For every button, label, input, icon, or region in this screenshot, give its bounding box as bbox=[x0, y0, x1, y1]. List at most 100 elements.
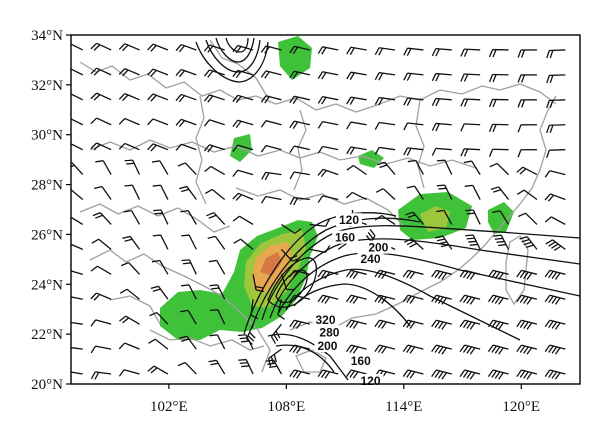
wind-barb-shaft bbox=[407, 147, 424, 151]
wind-barb-flag bbox=[469, 243, 478, 246]
contour-north-1 bbox=[195, 41, 269, 83]
wind-barb-shaft bbox=[265, 120, 282, 126]
wind-barb-shaft bbox=[152, 68, 169, 76]
wind-barb-flag bbox=[317, 269, 324, 278]
wind-barb-flag bbox=[548, 320, 554, 328]
wind-barb-shaft bbox=[216, 260, 226, 275]
contour-main-2 bbox=[269, 238, 580, 319]
wind-barb-flag bbox=[494, 237, 503, 240]
wind-barb-flag bbox=[466, 212, 475, 215]
wind-barb-flag bbox=[123, 209, 132, 213]
wind-barb-shaft bbox=[549, 369, 566, 375]
wind-barb-flag bbox=[403, 47, 409, 56]
wind-barb-flag bbox=[235, 95, 242, 104]
wind-barb-flag bbox=[491, 270, 497, 279]
wind-barb-flag bbox=[491, 345, 497, 353]
wind-barb-flag bbox=[207, 95, 214, 103]
wind-barb-flag bbox=[545, 239, 553, 245]
wind-barb-flag bbox=[289, 319, 295, 328]
wind-barb-flag bbox=[95, 160, 104, 163]
contour-label-bg bbox=[365, 240, 392, 254]
wind-barb-shaft bbox=[188, 284, 197, 300]
wind-barb-shaft bbox=[160, 184, 169, 200]
wind-barb-flag bbox=[521, 99, 526, 108]
wind-barb-flag bbox=[377, 345, 384, 353]
wind-barb-shaft bbox=[379, 47, 396, 51]
coastline-south bbox=[289, 95, 557, 331]
wind-barb-flag bbox=[374, 97, 380, 105]
wind-barb-flag bbox=[293, 197, 299, 206]
wind-barb-flag bbox=[124, 184, 133, 187]
wind-barb-flag bbox=[317, 96, 324, 104]
wind-barb-flag bbox=[374, 269, 381, 278]
wind-barb-flag bbox=[273, 333, 279, 342]
wind-barb-shaft bbox=[382, 188, 396, 201]
wind-barb-flag bbox=[247, 335, 255, 342]
wind-barb-flag bbox=[90, 117, 98, 125]
wind-barb-flag bbox=[203, 44, 210, 52]
wind-barb-flag bbox=[122, 317, 130, 324]
wind-barb-shaft bbox=[181, 68, 197, 76]
wind-barb-flag bbox=[232, 169, 239, 177]
wind-barb-flag bbox=[548, 345, 554, 353]
wind-barb-flag bbox=[90, 42, 98, 50]
wind-barb-flag bbox=[491, 295, 497, 304]
wind-barb-flag bbox=[122, 69, 129, 77]
border-mid-5 bbox=[235, 187, 405, 227]
wind-barb-flag bbox=[462, 270, 469, 279]
wind-barb-shaft bbox=[160, 209, 169, 225]
wind-barb-flag bbox=[177, 361, 186, 367]
wind-barb-flag bbox=[346, 164, 354, 171]
wind-barb-shaft bbox=[549, 269, 566, 275]
wind-barb-shaft bbox=[464, 98, 481, 101]
wind-barb-flag bbox=[459, 269, 466, 278]
wind-barb-flag bbox=[269, 365, 278, 369]
contour-label-bg bbox=[316, 325, 343, 339]
wind-barb-shaft bbox=[407, 72, 424, 76]
wind-barb-flag bbox=[406, 345, 412, 353]
wind-barb-shaft bbox=[407, 294, 424, 300]
wind-barb-shaft bbox=[293, 196, 310, 201]
wind-barb-flag bbox=[93, 94, 101, 101]
wind-barb-flag bbox=[325, 218, 330, 227]
y-tick-label: 24°N bbox=[31, 277, 63, 293]
wind-barb-flag bbox=[547, 194, 555, 202]
wind-barb-flag bbox=[517, 99, 522, 108]
wind-barb-flag bbox=[352, 346, 359, 354]
wind-barb-shaft bbox=[435, 72, 452, 76]
wind-barb-flag bbox=[147, 68, 154, 76]
wind-barb-flag bbox=[182, 262, 191, 265]
wind-barb-flag bbox=[352, 296, 359, 304]
wind-barb-flag bbox=[320, 270, 327, 279]
contour-label: 160 bbox=[335, 231, 355, 245]
wind-barb-shaft bbox=[277, 299, 283, 315]
wind-barb-shaft bbox=[379, 72, 396, 76]
wind-barb-flag bbox=[460, 48, 465, 57]
x-tick-label: 108°E bbox=[268, 399, 306, 415]
wind-barb-flag bbox=[345, 319, 352, 328]
wind-barb-flag bbox=[437, 371, 444, 379]
wind-barb-flag bbox=[208, 214, 217, 219]
wind-barb-flag bbox=[374, 122, 380, 130]
wind-barb-shaft bbox=[265, 95, 282, 101]
x-tick-label: 120°E bbox=[502, 399, 540, 415]
wind-barb-shaft bbox=[209, 144, 225, 151]
wind-barb-flag bbox=[90, 265, 98, 272]
wind-barb-shaft bbox=[160, 234, 169, 250]
wind-barb-flag bbox=[406, 295, 412, 304]
wind-barb-flag bbox=[494, 371, 501, 379]
wind-barb-flag bbox=[546, 75, 550, 84]
wind-barb-flag bbox=[152, 234, 161, 237]
wind-barb-flag bbox=[90, 292, 97, 300]
wind-barb-shaft bbox=[280, 274, 288, 290]
wind-barb-shaft bbox=[492, 344, 509, 350]
wind-barb-shaft bbox=[99, 212, 112, 225]
wind-barb-flag bbox=[181, 188, 190, 193]
wind-barb-flag bbox=[175, 69, 182, 77]
wind-barb-shaft bbox=[97, 265, 112, 275]
wind-barb-shaft bbox=[154, 338, 169, 350]
wind-barb-shaft bbox=[351, 191, 367, 201]
wind-barb-shaft bbox=[152, 93, 169, 101]
contour-south-1 bbox=[267, 333, 349, 381]
wind-barb-shaft bbox=[350, 269, 367, 275]
